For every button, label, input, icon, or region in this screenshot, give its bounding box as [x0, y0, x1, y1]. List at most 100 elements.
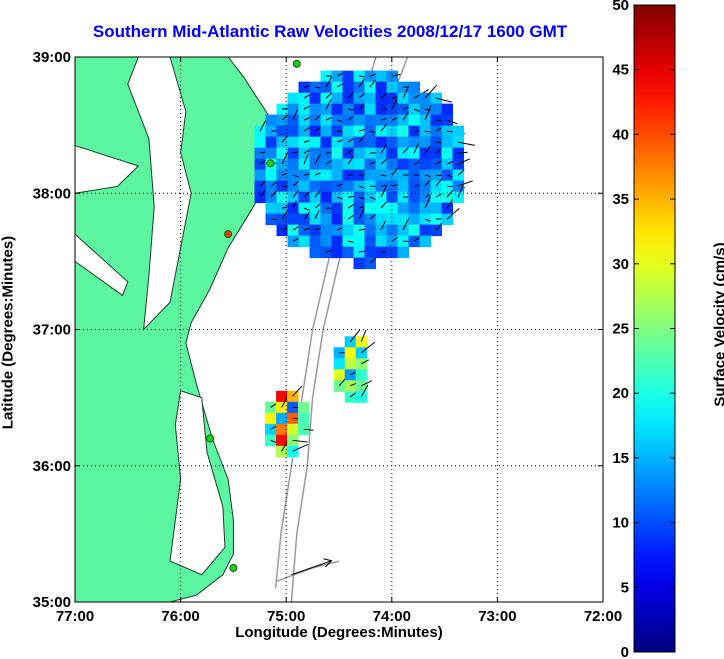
velocity-cell — [441, 136, 454, 149]
velocity-vector — [457, 169, 465, 176]
velocity-cell — [364, 103, 377, 116]
velocity-vector — [457, 185, 464, 198]
velocity-cell — [397, 246, 410, 259]
velocity-cell — [408, 224, 421, 237]
y-axis-label: Latitude (Degrees:Minutes) — [0, 235, 17, 430]
velocity-cell — [386, 213, 399, 226]
velocity-cell — [419, 136, 432, 149]
velocity-vector — [424, 104, 432, 121]
velocity-cell — [276, 213, 289, 226]
velocity-cell — [397, 180, 410, 193]
velocity-cell — [386, 169, 399, 182]
velocity-cell — [333, 369, 346, 381]
velocity-cell — [276, 191, 289, 204]
velocity-cell — [309, 180, 322, 193]
velocity-vector — [380, 184, 388, 198]
velocity-vector — [391, 99, 398, 110]
velocity-vector — [358, 207, 365, 220]
velocity-cell — [419, 202, 432, 215]
velocity-cell — [364, 224, 377, 237]
velocity-vector — [435, 97, 452, 103]
velocity-cell — [309, 158, 322, 171]
x-tick-label: 75:00 — [267, 608, 305, 625]
velocity-cell — [419, 158, 432, 171]
reference-arrow-shaft — [291, 560, 332, 576]
velocity-cell — [441, 103, 454, 116]
y-tick-label: 36:00 — [33, 458, 71, 475]
velocity-cell — [408, 191, 421, 204]
velocity-cell — [276, 158, 289, 171]
velocity-vector — [457, 141, 475, 146]
station-marker-2 — [266, 159, 275, 168]
velocity-vector — [446, 207, 460, 220]
bay-2 — [169, 390, 226, 576]
velocity-vector — [424, 84, 437, 99]
velocity-cell — [265, 114, 278, 127]
velocity-cell — [353, 257, 366, 270]
y-tick-label: 39:00 — [33, 49, 71, 66]
velocity-cell — [364, 202, 377, 215]
velocity-cell — [386, 125, 399, 138]
velocity-cell — [375, 191, 388, 204]
velocity-vector — [303, 153, 309, 165]
velocity-cell — [408, 202, 421, 215]
velocity-cell — [276, 412, 288, 425]
colorbar-tick-label: 20 — [612, 385, 629, 402]
velocity-cell — [298, 180, 311, 193]
velocity-cell — [331, 147, 344, 160]
velocity-cell — [344, 347, 357, 359]
colorbar-tick-label: 35 — [612, 191, 629, 208]
velocity-vector — [391, 73, 401, 77]
velocity-cell — [309, 147, 322, 160]
x-tick-label: 73:00 — [478, 608, 516, 625]
x-tick-label: 77:00 — [56, 608, 94, 625]
velocity-cell — [287, 136, 300, 149]
velocity-cell — [320, 136, 333, 149]
velocity-cell — [298, 213, 311, 226]
velocity-cell — [408, 81, 421, 94]
velocity-cell — [452, 125, 465, 138]
velocity-vector — [369, 79, 377, 88]
velocity-cell — [397, 92, 410, 105]
reference-arrow-head — [323, 558, 333, 568]
x-tick-label: 76:00 — [161, 608, 199, 625]
colorbar-tick-label: 5 — [621, 579, 629, 596]
colorbar-tick-label: 40 — [612, 126, 629, 143]
velocity-vector — [413, 143, 420, 154]
velocity-cell — [364, 246, 377, 259]
velocity-cell — [408, 136, 421, 149]
velocity-cell — [344, 358, 357, 370]
velocity-cell — [276, 390, 288, 403]
x-tick-label: 72:00 — [584, 608, 622, 625]
velocity-cell — [320, 213, 333, 226]
velocity-cell — [353, 136, 366, 149]
velocity-cell — [364, 81, 377, 94]
velocity-cell — [342, 125, 355, 138]
velocity-cell — [331, 103, 344, 116]
velocity-cell — [397, 114, 410, 127]
velocity-cell — [320, 191, 333, 204]
velocity-cell — [320, 224, 333, 237]
velocity-cell — [298, 401, 310, 414]
velocity-cell — [397, 213, 410, 226]
velocity-cell — [342, 158, 355, 171]
velocity-vector — [360, 359, 370, 365]
velocity-cell — [397, 202, 410, 215]
velocity-vector — [446, 119, 458, 125]
velocity-vector — [292, 109, 298, 121]
velocity-cell — [364, 114, 377, 127]
velocity-vector — [292, 385, 303, 397]
velocity-cell — [320, 81, 333, 94]
velocity-cell — [331, 92, 344, 105]
velocity-cell — [364, 136, 377, 149]
velocity-cell — [265, 412, 277, 425]
velocity-cell — [331, 169, 344, 182]
velocity-vector — [360, 384, 369, 398]
velocity-cell — [353, 114, 366, 127]
velocity-cell — [331, 158, 344, 171]
velocity-cell — [276, 136, 289, 149]
y-tick-label: 37:00 — [33, 322, 71, 339]
velocity-cell — [333, 380, 346, 392]
velocity-vector — [314, 210, 320, 220]
velocity-vector — [270, 189, 278, 198]
